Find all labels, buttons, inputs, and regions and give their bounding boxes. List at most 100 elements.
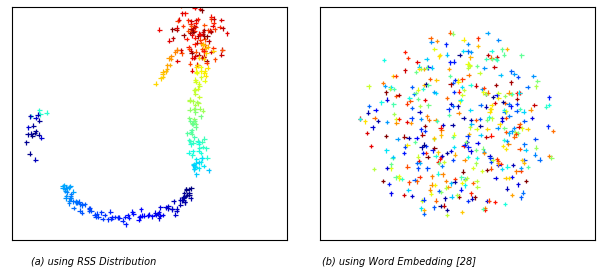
- Point: [507, 69, 516, 73]
- Point: [442, 151, 452, 155]
- Point: [172, 25, 182, 30]
- Point: [501, 116, 511, 120]
- Point: [479, 86, 489, 90]
- Point: [364, 104, 373, 108]
- Point: [509, 126, 519, 130]
- Point: [500, 126, 509, 130]
- Point: [185, 97, 194, 102]
- Point: [483, 31, 492, 35]
- Point: [118, 219, 127, 223]
- Point: [190, 164, 199, 168]
- Point: [429, 137, 439, 141]
- Point: [176, 48, 186, 52]
- Point: [471, 118, 481, 122]
- Point: [373, 119, 382, 123]
- Point: [434, 189, 444, 193]
- Point: [200, 69, 210, 73]
- Point: [204, 168, 214, 173]
- Point: [196, 75, 206, 79]
- Point: [449, 59, 458, 64]
- Point: [468, 166, 478, 170]
- Point: [498, 100, 507, 104]
- Point: [187, 131, 196, 136]
- Point: [493, 126, 503, 130]
- Point: [476, 103, 486, 107]
- Point: [457, 181, 466, 185]
- Point: [475, 117, 484, 121]
- Point: [196, 65, 206, 69]
- Point: [172, 207, 182, 211]
- Point: [123, 213, 133, 217]
- Point: [501, 130, 511, 134]
- Point: [172, 209, 181, 213]
- Point: [440, 196, 450, 201]
- Point: [410, 178, 420, 182]
- Point: [487, 55, 496, 60]
- Point: [419, 143, 429, 147]
- Point: [452, 193, 462, 198]
- Point: [170, 50, 180, 55]
- Point: [209, 17, 219, 21]
- Point: [207, 15, 216, 19]
- Point: [178, 24, 188, 28]
- Point: [66, 194, 76, 198]
- Point: [173, 48, 182, 52]
- Point: [184, 47, 194, 51]
- Point: [194, 34, 204, 38]
- Point: [504, 102, 513, 106]
- Point: [61, 194, 71, 198]
- Point: [194, 106, 204, 111]
- Point: [479, 151, 489, 155]
- Point: [180, 200, 190, 205]
- Point: [84, 209, 94, 213]
- Point: [463, 134, 472, 139]
- Point: [515, 122, 524, 126]
- Point: [69, 206, 79, 210]
- Point: [167, 207, 176, 211]
- Point: [164, 204, 173, 208]
- Point: [497, 119, 507, 123]
- Point: [100, 213, 110, 217]
- Point: [504, 90, 513, 95]
- Point: [34, 119, 44, 123]
- Point: [448, 135, 458, 139]
- Point: [412, 161, 422, 165]
- Point: [191, 110, 201, 114]
- Point: [475, 71, 484, 75]
- Point: [527, 116, 536, 120]
- Point: [190, 92, 200, 96]
- Point: [187, 19, 196, 23]
- Point: [493, 38, 503, 42]
- Point: [448, 81, 458, 85]
- Point: [444, 67, 454, 71]
- Point: [198, 42, 208, 47]
- Point: [196, 114, 205, 118]
- Point: [445, 60, 455, 65]
- Point: [198, 32, 208, 36]
- Point: [168, 36, 178, 40]
- Point: [189, 167, 199, 171]
- Point: [476, 133, 486, 137]
- Point: [415, 161, 425, 166]
- Point: [208, 46, 218, 50]
- Point: [417, 133, 427, 137]
- Point: [459, 87, 469, 92]
- Point: [22, 140, 31, 144]
- Point: [185, 108, 194, 112]
- Point: [480, 208, 490, 212]
- Point: [85, 206, 95, 211]
- Point: [515, 91, 525, 95]
- Point: [186, 48, 196, 53]
- Point: [184, 191, 194, 195]
- Point: [77, 210, 87, 215]
- Point: [445, 74, 455, 78]
- Point: [544, 103, 554, 107]
- Point: [189, 162, 199, 167]
- Point: [413, 154, 423, 159]
- Point: [196, 151, 206, 155]
- Point: [501, 109, 511, 114]
- Point: [478, 147, 487, 151]
- Point: [454, 111, 463, 115]
- Point: [33, 112, 42, 117]
- Point: [185, 27, 195, 31]
